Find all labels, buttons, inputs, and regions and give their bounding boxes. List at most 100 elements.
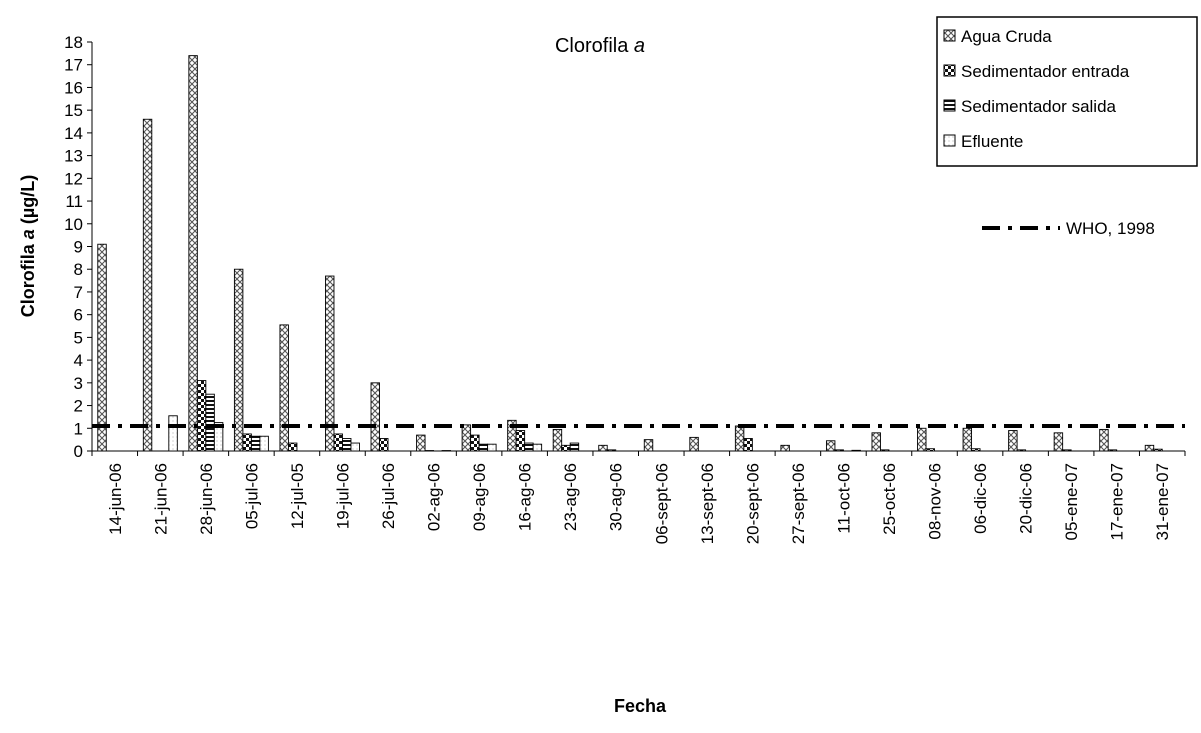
bar-dot <box>851 449 861 452</box>
x-category-label: 05-ene-07 <box>1062 463 1081 541</box>
x-category-label: 26-jul-06 <box>379 463 398 529</box>
y-tick-label: 3 <box>74 374 83 393</box>
x-ticks: 14-jun-06 21-jun-06 28-jun-06 05-jul-06 12-j… <box>91 451 1186 544</box>
y-tick-label: 14 <box>64 124 83 143</box>
bar-check <box>925 448 935 452</box>
bar-check <box>515 430 526 452</box>
bar-cross <box>233 268 244 452</box>
legend-swatch-hstripe <box>943 99 956 112</box>
y-tick-label: 7 <box>74 283 83 302</box>
y-tick-label: 8 <box>74 260 83 279</box>
bar-dot <box>259 435 269 452</box>
bar-hstripe <box>569 442 580 452</box>
bar-hstripe <box>342 438 352 452</box>
bar-check <box>971 448 981 452</box>
bar-hstripe <box>478 443 489 452</box>
bar-cross <box>871 432 881 452</box>
legend-swatch-cross <box>943 29 956 42</box>
bar-cross <box>461 424 472 452</box>
x-category-label: 28-jun-06 <box>197 463 216 535</box>
x-category-label: 17-ene-07 <box>1108 463 1127 541</box>
y-tick-label: 17 <box>64 56 83 75</box>
bar-hstripe <box>250 435 261 452</box>
bar-cross <box>188 55 198 452</box>
y-tick-label: 15 <box>64 101 83 120</box>
x-category-label: 14-jun-06 <box>106 463 125 535</box>
x-category-label: 05-jul-06 <box>242 463 261 529</box>
bar-cross <box>97 243 107 452</box>
bar-cross <box>1053 432 1064 452</box>
x-category-label: 11-oct-06 <box>834 463 853 534</box>
bar-check <box>834 449 844 452</box>
reference-legend-label: WHO, 1998 <box>1066 219 1155 238</box>
x-category-label: 20-sept-06 <box>743 463 762 544</box>
bars <box>97 55 1163 452</box>
y-tick-label: 10 <box>64 215 83 234</box>
legend-box <box>936 16 1198 167</box>
bar-hstripe <box>205 393 215 452</box>
bar-check <box>196 380 207 452</box>
bar-cross <box>279 324 289 452</box>
bar-cross <box>962 427 973 452</box>
bar-cross <box>780 444 790 452</box>
bar-cross <box>416 434 426 452</box>
bar-cross <box>552 428 563 452</box>
bar-dot <box>350 442 360 452</box>
legend-label: Sedimentador entrada <box>961 62 1130 81</box>
bar-check <box>1016 449 1027 452</box>
x-category-label: 06-dic-06 <box>971 463 990 534</box>
x-category-label: 08-nov-06 <box>926 463 945 540</box>
bar-dot <box>213 422 224 452</box>
y-tick-label: 11 <box>65 192 83 211</box>
bar-check <box>287 442 298 452</box>
bar-cross <box>917 427 927 452</box>
x-category-label: 21-jun-06 <box>151 463 170 535</box>
bar-check <box>1107 449 1118 452</box>
x-category-label: 27-sept-06 <box>789 463 808 544</box>
y-tick-label: 16 <box>64 78 83 97</box>
y-tick-label: 0 <box>74 442 83 461</box>
reference-legend: WHO, 1998 <box>982 219 1155 238</box>
y-tick-label: 6 <box>74 306 83 325</box>
bar-dot <box>168 415 178 452</box>
legend-label: Efluente <box>961 132 1023 151</box>
x-category-label: 13-sept-06 <box>698 463 717 544</box>
bar-cross <box>142 118 153 452</box>
y-tick-label: 2 <box>74 397 83 416</box>
bar-check <box>379 438 389 452</box>
x-category-label: 09-ag-06 <box>470 463 489 531</box>
bar-cross <box>1144 444 1155 452</box>
bar-cross <box>325 275 335 452</box>
bar-check <box>561 444 571 452</box>
chart-title: Clorofila a <box>555 35 645 57</box>
legend-swatch-check <box>943 64 956 77</box>
legend: Agua Cruda Sedimentador entrada Sedimentad… <box>936 16 1198 167</box>
x-category-label: 12-jul-05 <box>288 463 307 529</box>
y-tick-label: 13 <box>64 147 83 166</box>
bar-check <box>880 449 890 452</box>
y-tick-label: 4 <box>74 351 83 370</box>
x-category-label: 23-ag-06 <box>561 463 580 531</box>
x-axis-title: Fecha <box>614 696 667 716</box>
bar-check <box>606 449 617 452</box>
bar-dot <box>487 443 497 452</box>
x-category-label: 06-sept-06 <box>652 463 671 544</box>
bar-cross <box>689 436 699 452</box>
x-category-label: 25-oct-06 <box>880 463 899 535</box>
bar-hstripe <box>524 442 534 452</box>
y-axis-title: Clorofila a (µg/L) <box>18 175 38 317</box>
y-tick-label: 12 <box>64 169 83 188</box>
bar-check <box>1153 448 1163 452</box>
bar-cross <box>734 425 745 452</box>
bar-check <box>1062 449 1072 452</box>
legend-swatch-dot <box>943 134 956 147</box>
bar-check <box>242 433 252 452</box>
x-category-label: 02-ag-06 <box>425 463 444 531</box>
y-tick-label: 5 <box>74 328 83 347</box>
x-category-label: 20-dic-06 <box>1017 463 1036 534</box>
legend-items: Agua Cruda Sedimentador entrada Sedimentad… <box>943 27 1130 151</box>
bar-cross <box>1099 428 1109 452</box>
bar-cross <box>598 444 608 452</box>
x-category-label: 30-ag-06 <box>607 463 626 531</box>
legend-label: Sedimentador salida <box>961 97 1117 116</box>
